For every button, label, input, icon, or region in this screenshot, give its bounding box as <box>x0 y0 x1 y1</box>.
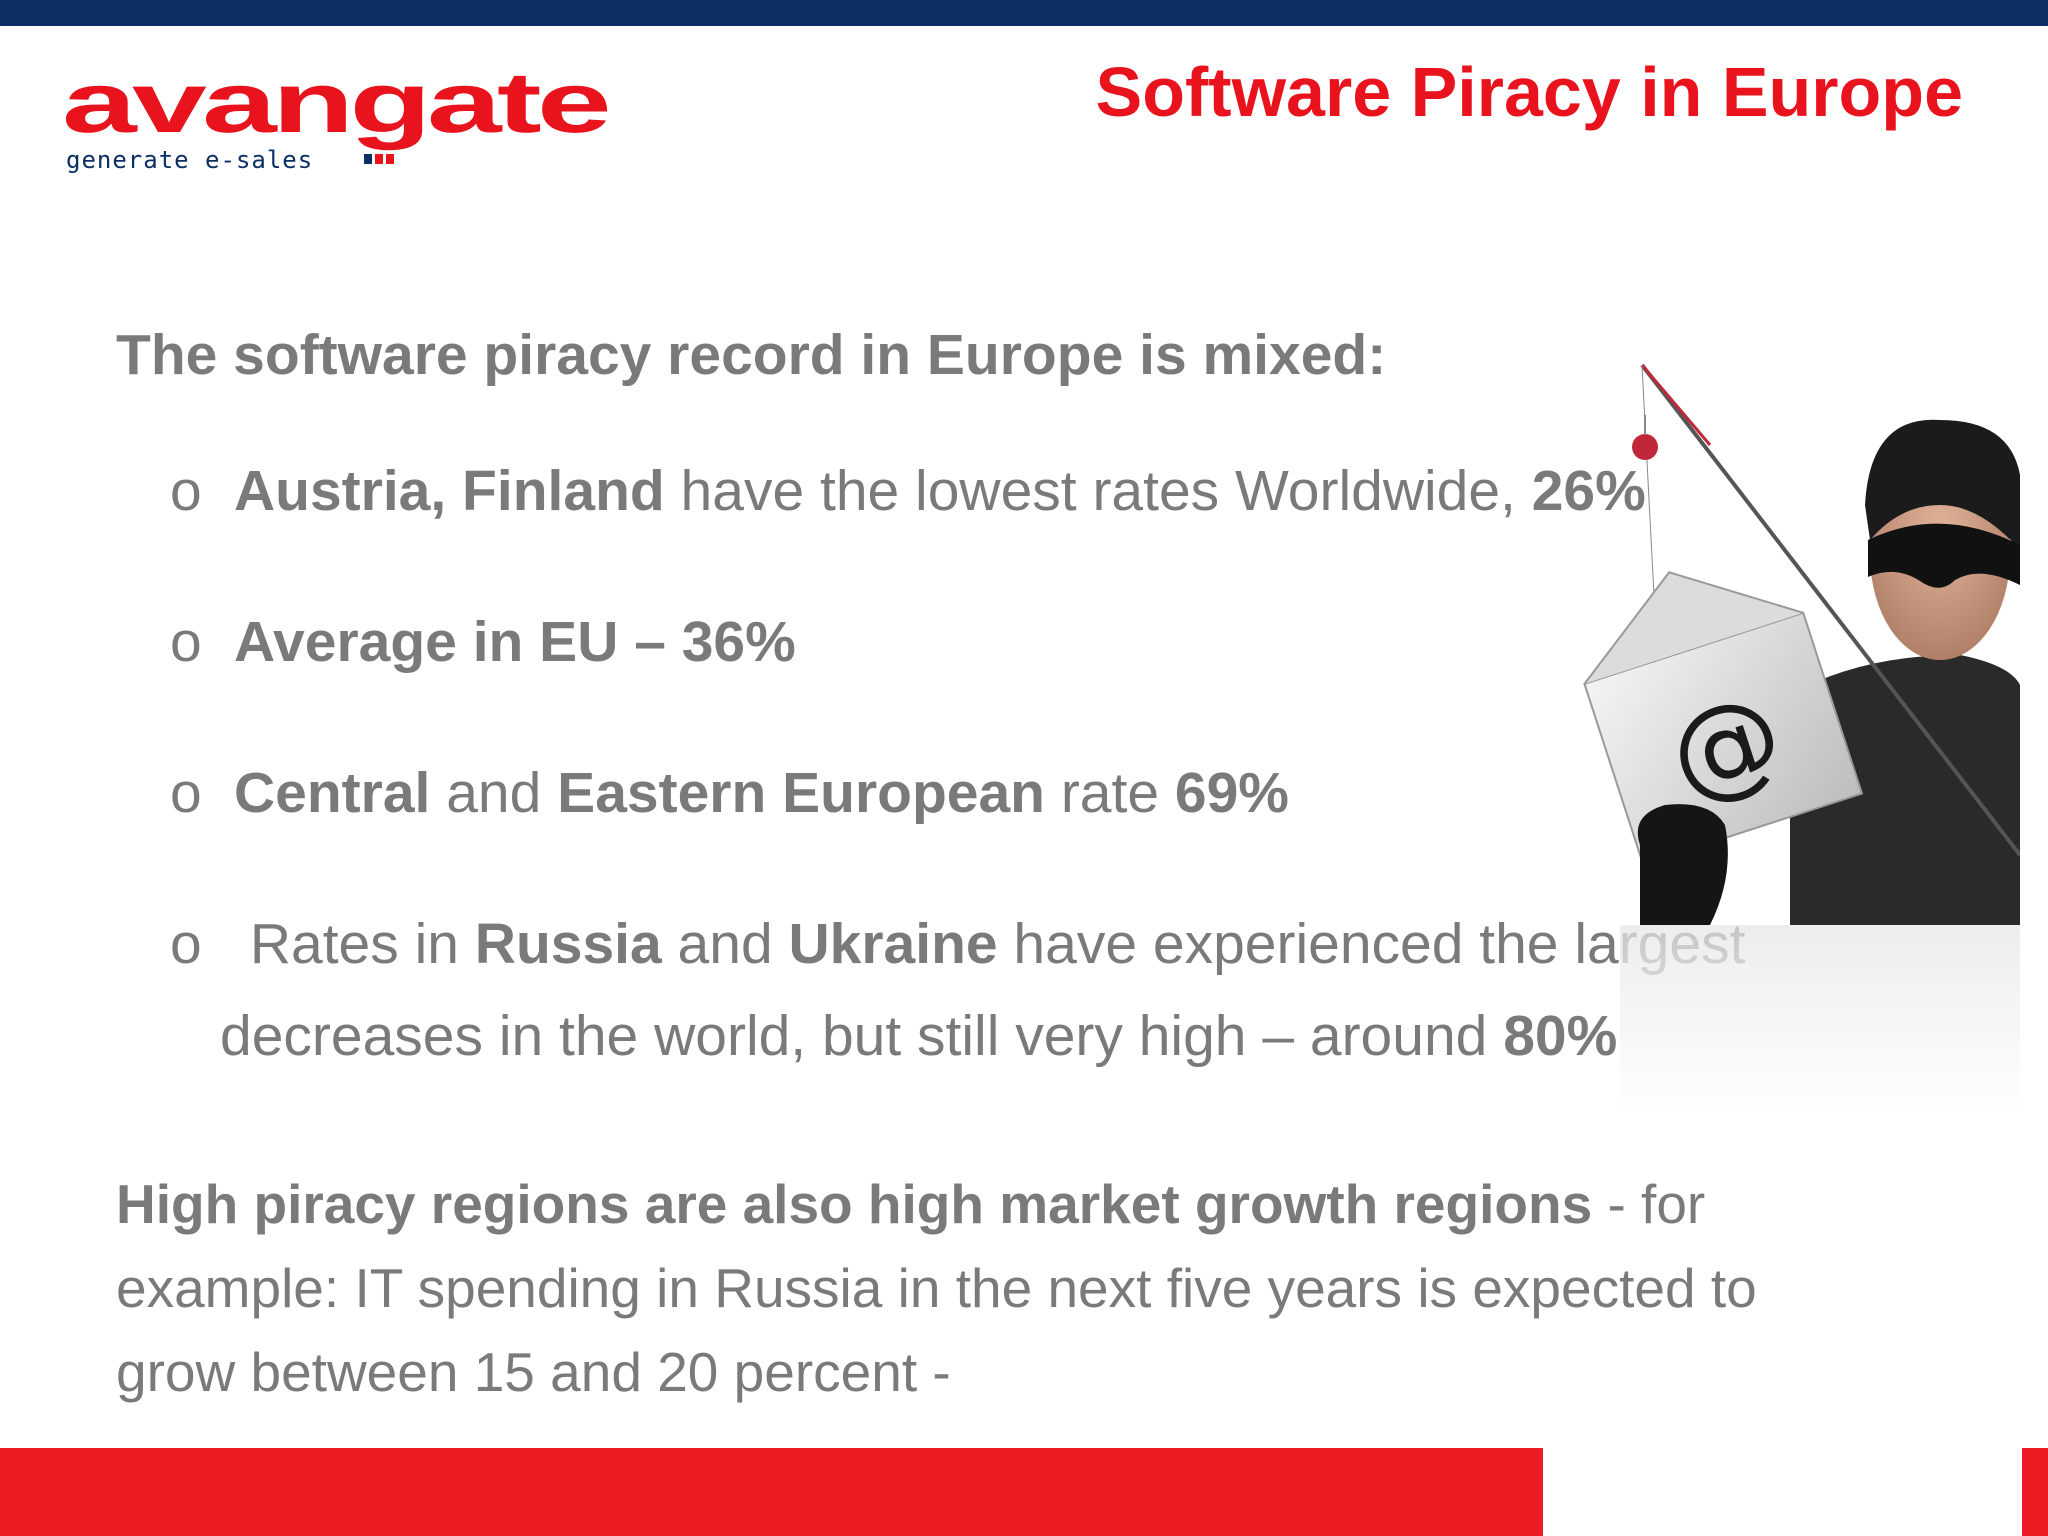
bullet-marker: o <box>170 761 202 825</box>
beanie-shape <box>1865 419 2020 550</box>
reflection-fade <box>1620 925 2020 1115</box>
bullet-text: and <box>430 761 558 825</box>
bullet-bold: Austria, Finland <box>234 459 665 523</box>
bullet-marker: o <box>170 459 202 523</box>
bullet-text: and <box>661 912 789 976</box>
bullet-item: o Rates in Russia and Ukraine have exper… <box>170 898 1745 1082</box>
intro-heading: The software piracy record in Europe is … <box>116 323 1387 387</box>
bullet-bold: Central <box>234 761 431 825</box>
bullet-bold: Average in EU – 36% <box>234 610 796 674</box>
bullet-marker: o <box>170 610 202 674</box>
bullet-marker: o <box>170 912 202 976</box>
bullet-bold: 26% <box>1531 459 1646 523</box>
fishing-rod-accent <box>1640 364 1712 446</box>
closing-paragraph: High piracy regions are also high market… <box>116 1162 1856 1414</box>
slide-body: The software piracy record in Europe is … <box>116 320 1856 1403</box>
bullet-continuation: decreases in the world, but still very h… <box>170 990 1745 1082</box>
fishing-rod-shape <box>1640 363 2022 857</box>
bullet-item: o Central and Eastern European rate 69% <box>170 747 1289 839</box>
bullet-bold: 80% <box>1503 1004 1618 1068</box>
bullet-text: Rates in <box>234 912 475 976</box>
envelope-flap <box>1583 571 1804 685</box>
closing-bold: High piracy regions are also high market… <box>116 1173 1593 1235</box>
bullet-bold: Ukraine <box>788 912 998 976</box>
logo-square-red <box>375 154 383 164</box>
bullet-bold: Russia <box>474 912 662 976</box>
bottom-bar <box>0 1448 1543 1536</box>
bullet-text: rate <box>1044 761 1175 825</box>
bullet-item: o Austria, Finland have the lowest rates … <box>170 445 1646 537</box>
eye-mask-shape <box>1868 523 2020 588</box>
logo-wordmark: avangate <box>62 66 607 151</box>
slide-title: Software Piracy in Europe <box>1095 53 1963 131</box>
top-bar <box>0 0 2048 26</box>
fishing-line-shape <box>1641 364 1656 616</box>
illustration-graphic: @ <box>1583 363 2022 1115</box>
logo-square-blue <box>364 154 372 164</box>
gloved-hand-shape <box>1637 804 1728 925</box>
bullet-text: decreases in the world, but still very h… <box>220 1004 1504 1068</box>
bullet-bold: 69% <box>1174 761 1289 825</box>
sweater-shape <box>1790 655 2020 925</box>
masked-thief-phishing-icon: @ <box>1560 355 2022 1115</box>
bobber-shape <box>1632 434 1658 460</box>
logo-graphic: avangate generate e-sales <box>62 66 610 174</box>
envelope-icon: @ <box>1583 571 1864 866</box>
avangate-logo: avangate generate e-sales <box>62 66 622 186</box>
logo-tagline: generate e-sales <box>66 146 313 174</box>
bullet-item: o Average in EU – 36% <box>170 596 796 688</box>
bullet-text: have the lowest rates Worldwide, <box>664 459 1532 523</box>
logo-square-red-2 <box>386 154 394 164</box>
closing-text: - for example: IT spending in Russia in … <box>116 1173 1757 1403</box>
bullet-bold: Eastern European <box>557 761 1045 825</box>
bottom-bar-edge <box>2022 1448 2048 1536</box>
